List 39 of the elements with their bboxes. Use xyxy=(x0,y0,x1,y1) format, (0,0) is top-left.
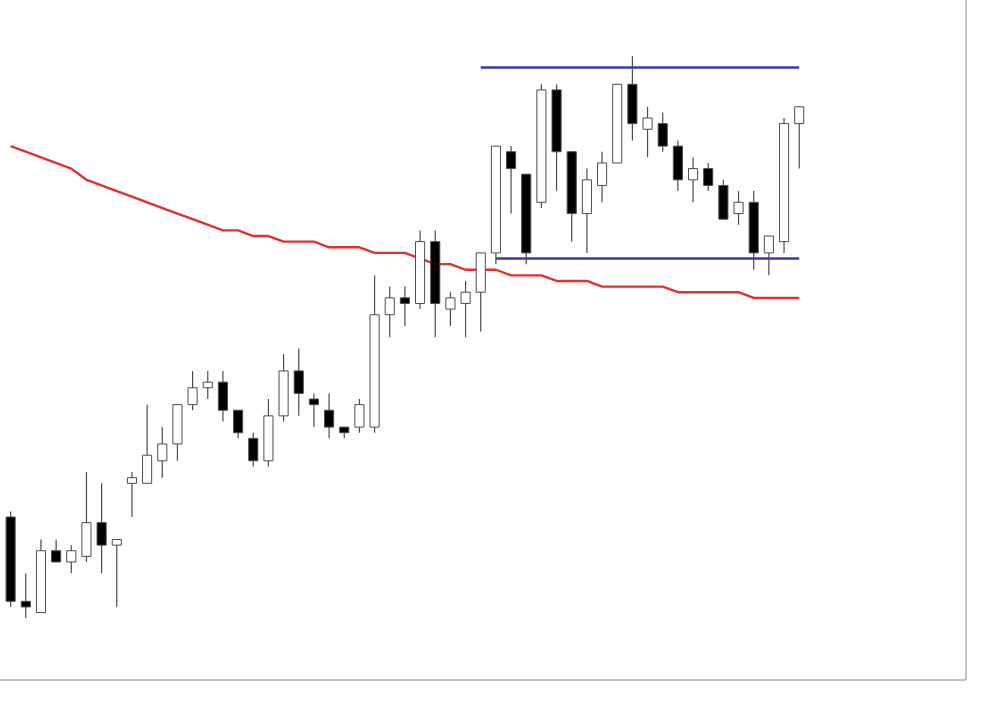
candlestick xyxy=(642,106,653,158)
candlestick xyxy=(293,347,304,417)
candlestick xyxy=(763,235,774,276)
candlestick xyxy=(324,392,335,439)
candlestick xyxy=(384,286,395,338)
candlestick xyxy=(460,280,471,338)
candlestick xyxy=(96,482,107,574)
candlestick xyxy=(157,426,168,479)
candlestick xyxy=(733,190,744,226)
candlestick xyxy=(172,404,183,462)
candlestick xyxy=(248,432,259,468)
candlestick xyxy=(202,370,213,400)
candlestick xyxy=(263,398,274,468)
candlestick xyxy=(657,111,668,153)
candlestick xyxy=(718,179,729,220)
candlestick xyxy=(506,145,517,215)
candlestick xyxy=(142,404,153,484)
candlestick xyxy=(703,162,714,192)
candlestick xyxy=(20,572,31,619)
candlestick xyxy=(597,151,608,203)
candlestick xyxy=(672,139,683,192)
candlestick xyxy=(278,353,289,423)
candlestick xyxy=(51,538,62,563)
candlestick xyxy=(217,370,228,423)
candlestick xyxy=(445,291,456,327)
candlestick xyxy=(233,409,244,439)
candlestick xyxy=(399,286,410,327)
candlestick xyxy=(475,252,486,333)
candlestick xyxy=(581,167,592,254)
candlestick xyxy=(126,471,137,518)
candlestick xyxy=(81,471,92,563)
candlestick xyxy=(66,544,77,574)
candlestick xyxy=(354,398,365,434)
candlestick xyxy=(187,370,198,411)
candlestick xyxy=(688,156,699,203)
candlestick xyxy=(111,538,122,608)
candlestick xyxy=(627,55,638,142)
candlestick xyxy=(308,392,319,428)
candlestick xyxy=(794,106,805,170)
